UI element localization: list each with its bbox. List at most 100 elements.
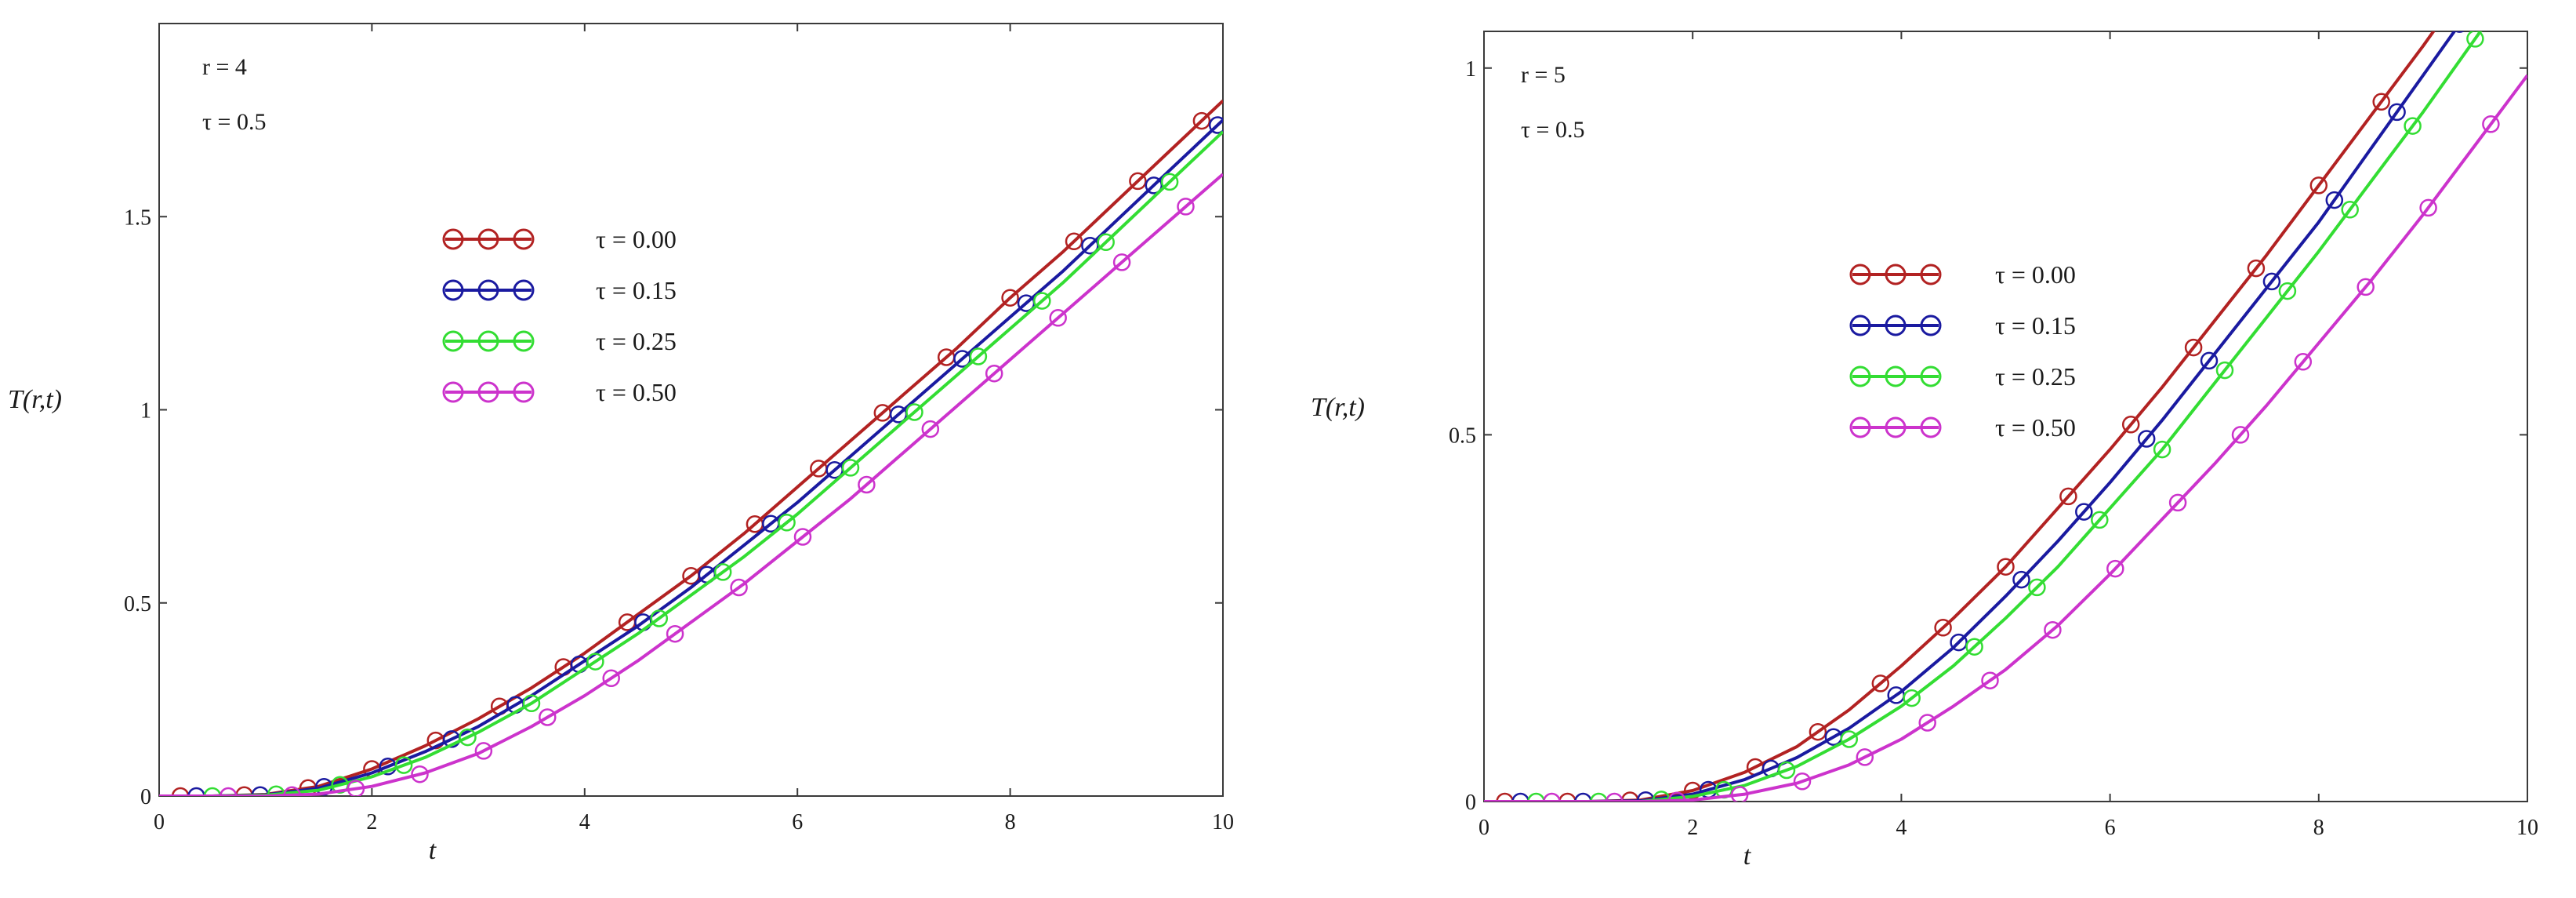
chart-right: 0 2 4 6 8 10 0 0.5 1 t T(r,t) r = 5 τ = 0.5 τ = 0.00 τ… [1311, 31, 2538, 871]
y-axis-label: T(r,t) [1311, 393, 1365, 422]
series-point-2 [2153, 440, 2171, 459]
series-point-0 [2247, 259, 2266, 278]
legend-label: τ = 0.25 [596, 327, 677, 355]
series-point-3 [346, 780, 365, 796]
series-point-0 [2372, 93, 2390, 111]
series-point-1 [2262, 272, 2281, 291]
series-point-1 [2388, 103, 2406, 122]
legend-marker [477, 330, 499, 352]
legend-marker [513, 330, 535, 352]
series-point-2 [522, 694, 541, 713]
series-point-3 [2482, 115, 2500, 133]
series-point-0 [1934, 619, 1952, 637]
series-point-2 [969, 347, 988, 365]
legend-marker [1885, 416, 1907, 438]
series-point-3 [539, 708, 557, 726]
legend-marker [1849, 365, 1871, 387]
series-point-2 [713, 563, 732, 581]
series-point-0 [1871, 674, 1890, 693]
legend-label: τ = 0.25 [1995, 362, 2076, 391]
series-point-2 [2028, 578, 2046, 597]
series-point-3 [1112, 253, 1131, 271]
series-point-2 [1777, 761, 1796, 780]
series-line-3 [159, 173, 1223, 796]
legend-label: τ = 0.50 [1995, 413, 2076, 442]
legend-marker [477, 228, 499, 250]
series-point-3 [1918, 714, 1936, 732]
series-point-0 [171, 787, 190, 796]
series-point-2 [905, 403, 923, 421]
series-point-2 [2091, 511, 2109, 529]
series-point-0 [1558, 792, 1576, 802]
series-point-3 [219, 787, 238, 796]
legend-marker [1849, 314, 1871, 336]
series-point-0 [2059, 487, 2077, 506]
series-point-2 [2466, 31, 2484, 48]
legend-marker [1920, 264, 1942, 285]
x-tick-label: 6 [2105, 816, 2116, 840]
series-point-2 [841, 459, 860, 477]
legend-marker [477, 279, 499, 301]
x-tick-label: 0 [1478, 816, 1489, 840]
series-point-3 [2419, 198, 2437, 217]
legend-marker [442, 381, 464, 403]
series-line-1 [1484, 31, 2457, 802]
legend-marker [477, 381, 499, 403]
legend-marker [1920, 314, 1942, 336]
plot-frame [158, 23, 1224, 797]
series-point-3 [2168, 493, 2187, 512]
legend-label: τ = 0.15 [1995, 311, 2076, 340]
x-tick-label: 4 [579, 810, 590, 834]
x-axis-label: t [429, 836, 437, 865]
series-point-3 [666, 624, 684, 643]
series-point-1 [187, 787, 205, 796]
series-point-0 [2184, 338, 2203, 357]
series-point-3 [283, 786, 301, 796]
series-point-1 [2325, 191, 2344, 209]
y-tick-label: 0 [140, 785, 151, 809]
series-point-2 [1903, 689, 1921, 707]
x-tick-label: 8 [1005, 810, 1016, 834]
annotation: τ = 0.5 [202, 109, 266, 135]
series-point-3 [1856, 748, 1874, 766]
y-tick-label: 1 [140, 399, 151, 424]
annotation: τ = 0.5 [1521, 117, 1584, 143]
x-tick-label: 10 [2516, 816, 2538, 840]
series-point-1 [2200, 351, 2219, 370]
series-point-2 [1590, 792, 1608, 802]
series-point-3 [985, 364, 1003, 383]
y-axis-label: T(r,t) [8, 385, 62, 414]
series-point-2 [1840, 730, 1859, 748]
series-point-3 [1605, 792, 1624, 802]
y-tick-label: 1 [1465, 57, 1476, 82]
x-tick-label: 10 [1212, 810, 1234, 834]
series-point-0 [2309, 176, 2328, 195]
series-point-3 [2044, 620, 2062, 639]
series-point-0 [1496, 792, 1514, 802]
series-point-3 [730, 578, 748, 597]
legend-marker [1920, 416, 1942, 438]
series-point-3 [1981, 671, 1999, 689]
series-point-2 [650, 609, 669, 627]
annotation: r = 4 [202, 54, 247, 80]
series-point-2 [1097, 233, 1115, 252]
series-point-0 [1001, 289, 1019, 307]
series-point-3 [921, 420, 940, 438]
legend-label: τ = 0.00 [1995, 260, 2076, 289]
plot-frame [1483, 31, 2528, 802]
series-point-1 [2454, 31, 2465, 33]
series-line-2 [159, 130, 1223, 796]
y-tick-label: 0 [1465, 791, 1476, 815]
series-point-0 [1997, 558, 2015, 576]
series-line-2 [1484, 31, 2483, 802]
x-tick-label: 2 [366, 810, 377, 834]
series-point-2 [2341, 201, 2359, 219]
series-point-3 [793, 528, 812, 546]
y-tick-label: 1.5 [124, 205, 151, 230]
y-tick-label: 0.5 [1449, 424, 1476, 448]
series-point-2 [331, 776, 349, 794]
series-point-2 [2215, 361, 2234, 380]
series-line-0 [159, 100, 1223, 796]
series-point-2 [1965, 638, 1983, 656]
series-point-1 [2075, 503, 2093, 521]
